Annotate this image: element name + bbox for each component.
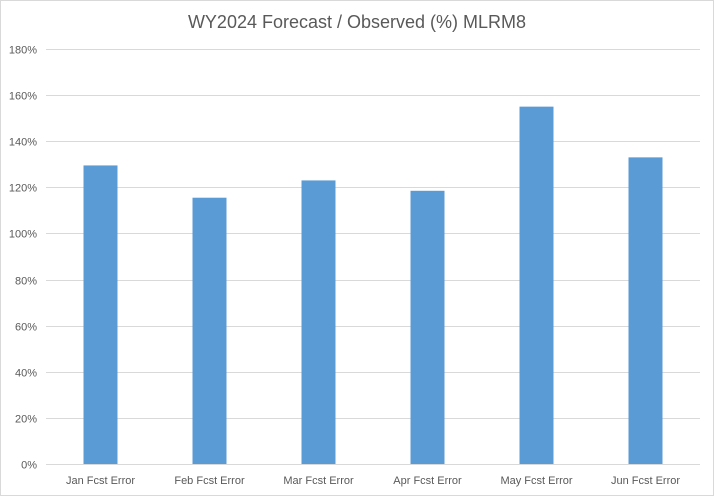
y-tick-label: 40% — [15, 368, 37, 380]
bar — [410, 190, 445, 464]
x-tick-label: Feb Fcst Error — [174, 475, 245, 487]
chart-title: WY2024 Forecast / Observed (%) MLRM8 — [187, 12, 527, 32]
y-tick-label: 120% — [9, 183, 37, 195]
y-tick-label: 20% — [15, 414, 37, 426]
bar — [519, 106, 554, 464]
x-tick-label: Jun Fcst Error — [611, 475, 680, 487]
y-axis-tick-labels: 0% 20% 40% 60% 80% 100% 120% 140% 160% 180% — [9, 45, 37, 472]
y-tick-label: 0% — [21, 460, 37, 472]
x-axis-tick-labels: Jan Fcst Error Feb Fcst Error Mar Fcst Err… — [66, 475, 680, 487]
bar — [192, 197, 227, 465]
bars — [83, 106, 663, 465]
y-tick-label: 80% — [15, 276, 37, 288]
x-tick-label: Apr Fcst Error — [393, 475, 462, 487]
x-tick-label: May Fcst Error — [500, 475, 572, 487]
x-tick-label: Jan Fcst Error — [66, 475, 135, 487]
x-tick-label: Mar Fcst Error — [283, 475, 354, 487]
bar — [301, 180, 336, 464]
y-tick-label: 180% — [9, 45, 37, 57]
gridlines — [46, 49, 700, 465]
bar — [83, 165, 118, 465]
bar — [628, 157, 663, 464]
y-tick-label: 140% — [9, 137, 37, 149]
y-tick-label: 60% — [15, 322, 37, 334]
y-tick-label: 100% — [9, 229, 37, 241]
y-tick-label: 160% — [9, 91, 37, 103]
